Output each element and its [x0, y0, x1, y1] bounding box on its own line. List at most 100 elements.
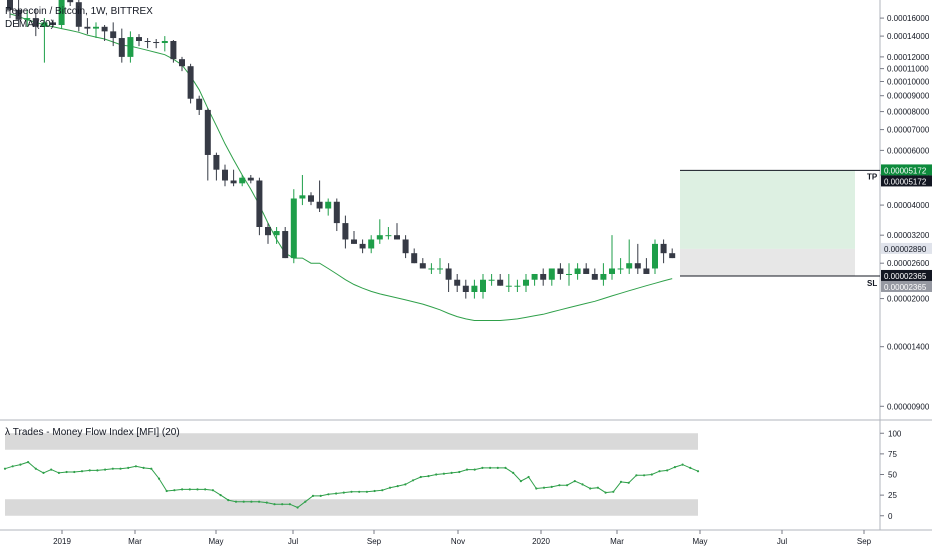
mfi-point — [119, 467, 122, 470]
mfi-point — [296, 506, 299, 509]
candle-body — [290, 198, 297, 259]
time-tick-label: Jul — [288, 537, 298, 546]
mfi-tick-label: 75 — [888, 450, 897, 459]
candle-body — [67, 0, 74, 3]
candle-body — [136, 37, 142, 42]
candle-body — [634, 263, 641, 269]
sl-price-badge-2: 0.00002365 — [884, 283, 927, 292]
mfi-point — [619, 480, 623, 483]
candle-body — [161, 41, 168, 44]
mfi-point — [142, 466, 145, 469]
mfi-point — [519, 480, 523, 483]
candle-body — [308, 195, 314, 202]
sl-price-badge-bg — [881, 269, 932, 281]
mfi-point — [211, 489, 214, 492]
candle-body — [583, 268, 590, 274]
candle-body — [488, 279, 495, 281]
time-tick-label: May — [692, 537, 707, 546]
candle-body — [110, 31, 117, 39]
mfi-point — [242, 500, 245, 503]
price-tick-label: 0.00007000 — [887, 126, 930, 135]
mfi-point — [504, 466, 507, 469]
mfi-point — [635, 474, 638, 477]
time-tick-label: Jul — [777, 537, 787, 546]
candle-body — [643, 268, 650, 274]
candle-body — [144, 41, 151, 43]
candle-body — [471, 285, 478, 292]
candle-body — [282, 231, 289, 259]
candle-body — [609, 268, 615, 274]
mfi-tick-label: 100 — [888, 429, 902, 438]
mfi-point — [612, 490, 615, 493]
price-tick-label: 0.00001400 — [887, 343, 930, 352]
price-tick-label: 0.00006000 — [887, 146, 930, 155]
candle-body — [204, 109, 211, 155]
candle-body — [7, 0, 13, 10]
candle-body — [153, 42, 160, 44]
mfi-point — [535, 487, 538, 490]
mfi-point — [219, 494, 222, 497]
time-tick-label: Mar — [128, 537, 142, 546]
tp-price-badge: 0.00005172 — [884, 166, 927, 175]
mfi-point — [350, 490, 353, 493]
candle-body — [247, 177, 254, 181]
mfi-point — [342, 491, 345, 494]
time-tick-label: May — [208, 537, 223, 546]
candle-body — [230, 180, 237, 184]
mfi-point — [258, 500, 261, 503]
mfi-point — [227, 499, 230, 502]
mfi-point — [134, 465, 137, 468]
mfi-point — [496, 466, 499, 469]
mfi-point — [473, 468, 476, 471]
tp-price-badge-2: 0.00005172 — [884, 177, 927, 186]
candle-body — [445, 268, 452, 280]
candle-body — [462, 285, 469, 292]
tp-price-badge-2-bg — [881, 175, 932, 187]
take-profit-zone — [680, 170, 855, 249]
mfi-point — [265, 501, 268, 504]
mfi-point — [358, 490, 361, 493]
mfi-point — [581, 483, 584, 486]
mfi-point — [527, 475, 530, 479]
mfi-point — [50, 468, 53, 471]
time-tick-label: Sep — [857, 537, 872, 546]
tp-price-badge-bg — [881, 164, 932, 176]
mfi-point — [42, 471, 45, 474]
candle-body — [84, 26, 91, 29]
candle-body — [402, 239, 409, 254]
mfi-point — [304, 500, 307, 503]
candle-body — [626, 263, 633, 269]
candle-body — [32, 18, 39, 27]
mfi-point — [458, 470, 461, 474]
time-tick-label: Nov — [451, 537, 465, 546]
mfi-point — [673, 466, 677, 469]
mfi-point — [589, 487, 592, 490]
mfi-point — [650, 473, 653, 476]
price-tick-label: 0.00004000 — [887, 201, 930, 210]
mfi-point — [319, 494, 322, 497]
price-tick-label: 0.00002600 — [887, 259, 930, 268]
candle-body — [213, 154, 220, 170]
indicator-legend: DEMA (20) — [5, 19, 54, 30]
candle-body — [376, 235, 383, 240]
time-tick-label: Mar — [610, 537, 624, 546]
mfi-point — [150, 467, 153, 470]
candle-body — [222, 169, 228, 181]
mfi-point — [111, 467, 114, 470]
mfi-point — [419, 475, 422, 479]
price-tick-label: 0.00009000 — [887, 92, 930, 101]
mfi-point — [73, 470, 76, 474]
mfi-point — [689, 466, 692, 469]
mfi-point — [188, 488, 191, 491]
price-tick-label: 0.00011000 — [887, 65, 929, 74]
candle-body — [514, 285, 521, 287]
mfi-point — [681, 463, 684, 466]
candle-body — [411, 253, 418, 264]
mfi-point — [396, 485, 399, 488]
candle-body — [265, 227, 271, 236]
mfi-tick-label: 50 — [888, 471, 897, 480]
candle-body — [127, 37, 134, 57]
candle-body — [385, 235, 392, 237]
